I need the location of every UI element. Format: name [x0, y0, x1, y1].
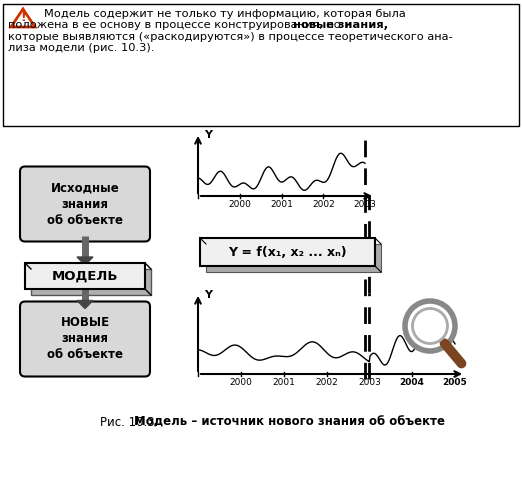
Text: Y = f(x₁, x₂ ... xₙ): Y = f(x₁, x₂ ... xₙ) — [228, 246, 347, 258]
Text: 2001: 2001 — [272, 378, 295, 387]
FancyBboxPatch shape — [20, 301, 150, 376]
Text: 2003: 2003 — [353, 200, 376, 209]
Bar — [3, 4, 519, 126]
Polygon shape — [77, 300, 93, 308]
Polygon shape — [11, 9, 35, 27]
Text: Рис. 10.3.: Рис. 10.3. — [100, 415, 162, 428]
Text: которые выявляются («раскодируются») в процессе теоретического ана-: которые выявляются («раскодируются») в п… — [8, 32, 453, 42]
Text: лиза модели (рис. 10.3).: лиза модели (рис. 10.3). — [8, 43, 155, 53]
Text: положена в ее основу в процессе конструирования, но и: положена в ее основу в процессе конструи… — [8, 20, 355, 31]
Text: 2000: 2000 — [229, 378, 252, 387]
FancyBboxPatch shape — [31, 269, 151, 295]
Text: 2005: 2005 — [443, 378, 467, 387]
Text: 2002: 2002 — [312, 200, 335, 209]
Text: 2001: 2001 — [270, 200, 293, 209]
Text: 2003: 2003 — [358, 378, 381, 387]
Bar — [206, 244, 381, 272]
Text: 2002: 2002 — [315, 378, 338, 387]
Text: новые знания,: новые знания, — [293, 20, 388, 31]
Text: Исходные
знания
об объекте: Исходные знания об объекте — [47, 181, 123, 227]
Text: Y: Y — [204, 290, 212, 300]
Text: 2004: 2004 — [400, 378, 424, 387]
FancyBboxPatch shape — [20, 166, 150, 242]
Text: НОВЫЕ
знания
об объекте: НОВЫЕ знания об объекте — [47, 317, 123, 362]
Circle shape — [405, 301, 455, 351]
Text: Модель содержит не только ту информацию, которая была: Модель содержит не только ту информацию,… — [44, 9, 406, 19]
Text: МОДЕЛЬ: МОДЕЛЬ — [52, 270, 118, 283]
Polygon shape — [77, 257, 93, 265]
Text: Y: Y — [204, 130, 212, 140]
Text: 2000: 2000 — [228, 200, 251, 209]
Text: Модель – источник нового знания об объекте: Модель – источник нового знания об объек… — [134, 415, 445, 428]
Text: !: ! — [20, 11, 26, 25]
FancyBboxPatch shape — [25, 263, 145, 289]
Bar — [200, 238, 375, 266]
